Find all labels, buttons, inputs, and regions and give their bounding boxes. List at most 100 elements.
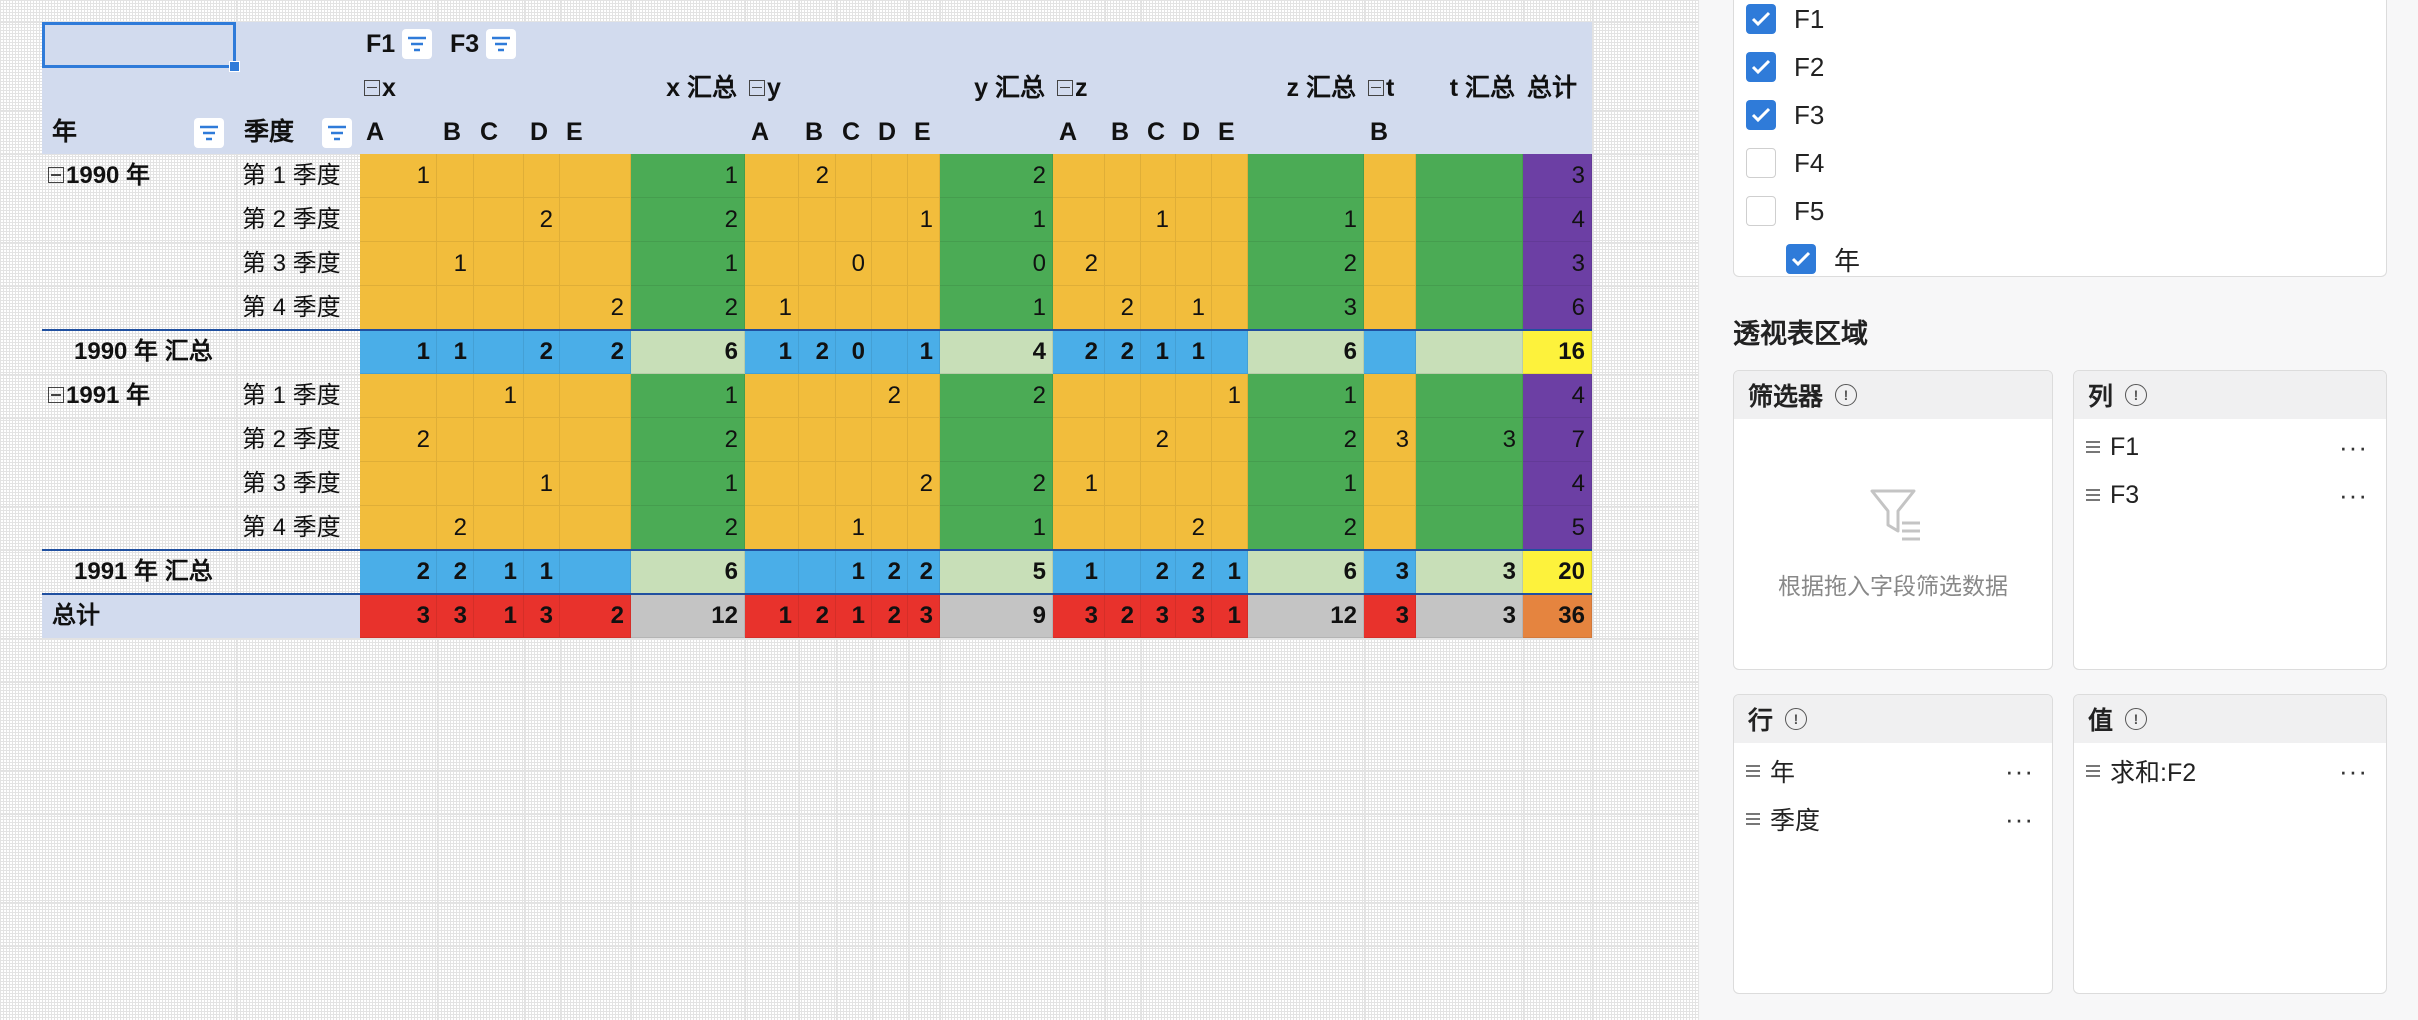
more-options-icon[interactable]: ··· [2339,431,2368,462]
pivot-value-cell[interactable] [1212,242,1248,286]
pivot-value-cell[interactable] [1141,242,1176,286]
pivot-value-cell[interactable] [360,286,437,330]
pivot-value-cell[interactable] [1416,198,1523,242]
pivot-value-cell[interactable]: 1 [940,506,1053,550]
pivot-value-cell[interactable]: 2 [1248,242,1364,286]
pivot-value-cell[interactable]: 1 [524,550,560,594]
pivot-value-cell[interactable]: 2 [908,550,940,594]
checkbox-checked-icon[interactable] [1786,244,1816,274]
pivot-value-cell[interactable] [799,374,836,418]
pivot-value-cell[interactable] [437,374,474,418]
pivot-value-cell[interactable]: 3 [1364,594,1416,638]
info-icon[interactable]: ! [1835,384,1858,406]
pivot-value-cell[interactable]: 3 [360,594,437,638]
pivot-value-cell[interactable]: 1 [1176,286,1212,330]
pivot-value-cell[interactable] [560,242,631,286]
pivot-value-cell[interactable] [437,154,474,198]
pivot-value-cell[interactable]: 2 [631,286,745,330]
pivot-value-cell[interactable] [560,506,631,550]
pivot-value-cell[interactable]: 2 [872,550,908,594]
pivot-value-cell[interactable]: 4 [940,330,1053,374]
filter-icon[interactable] [322,118,352,148]
pivot-value-cell[interactable] [799,462,836,506]
pivot-value-cell[interactable]: 0 [836,242,872,286]
pivot-value-cell[interactable] [437,286,474,330]
pivot-value-cell[interactable] [745,198,799,242]
pivot-value-cell[interactable]: 2 [560,286,631,330]
pivot-value-cell[interactable] [1416,462,1523,506]
pivot-value-cell[interactable] [1212,286,1248,330]
pivot-value-cell[interactable]: 3 [1176,594,1212,638]
pivot-value-cell[interactable] [745,462,799,506]
pivot-value-cell[interactable]: 2 [1176,506,1212,550]
pivot-value-cell[interactable] [799,506,836,550]
pivot-value-cell[interactable]: 2 [940,462,1053,506]
filter-icon[interactable] [486,29,516,59]
collapse-icon[interactable] [48,387,64,404]
more-options-icon[interactable]: ··· [2339,479,2368,510]
pivot-value-cell[interactable]: 6 [1248,550,1364,594]
pivot-value-cell[interactable] [1364,242,1416,286]
pivot-value-cell[interactable]: 2 [1176,550,1212,594]
pivot-value-cell[interactable]: 1 [1176,330,1212,374]
pivot-value-cell[interactable]: 2 [799,154,836,198]
pivot-value-cell[interactable] [1141,506,1176,550]
pivot-value-cell[interactable] [836,286,872,330]
checkbox-checked-icon[interactable] [1746,4,1776,34]
pivot-value-cell[interactable]: 0 [940,242,1053,286]
pivot-value-cell[interactable] [1212,154,1248,198]
pivot-value-cell[interactable] [1053,374,1105,418]
pivot-value-cell[interactable] [524,374,560,418]
pivot-value-cell[interactable] [1105,506,1141,550]
pivot-value-cell[interactable]: 1 [437,242,474,286]
pivot-value-cell[interactable] [745,550,799,594]
filter-area[interactable]: 筛选器 ! 根据拖入字段筛选数据 [1733,370,2053,670]
pivot-value-cell[interactable]: 1 [1212,374,1248,418]
pivot-value-cell[interactable]: 2 [908,462,940,506]
pivot-value-cell[interactable] [872,154,908,198]
pivot-value-cell[interactable]: 6 [1523,286,1592,330]
pivot-value-cell[interactable] [1176,242,1212,286]
pivot-value-cell[interactable] [474,198,524,242]
pivot-value-cell[interactable] [908,286,940,330]
drag-handle-icon[interactable] [1746,762,1760,780]
info-icon[interactable]: ! [2125,384,2148,406]
pivot-value-cell[interactable]: 12 [631,594,745,638]
pivot-value-cell[interactable] [1416,330,1523,374]
collapse-icon[interactable] [1368,79,1384,96]
pivot-value-cell[interactable] [437,462,474,506]
filter-icon[interactable] [194,118,224,148]
pivot-value-cell[interactable]: 3 [1523,154,1592,198]
pivot-value-cell[interactable]: 2 [1053,242,1105,286]
pivot-value-cell[interactable] [745,242,799,286]
pivot-value-cell[interactable]: 5 [940,550,1053,594]
pivot-value-cell[interactable]: 0 [836,330,872,374]
pivot-value-cell[interactable]: 4 [1523,198,1592,242]
pivot-value-cell[interactable] [474,154,524,198]
pivot-value-cell[interactable]: 2 [940,154,1053,198]
pivot-value-cell[interactable]: 2 [872,594,908,638]
field-item-f1[interactable]: F1 [1746,2,1824,36]
columns-area[interactable]: 列 ! F1 ··· F3 ··· [2073,370,2387,670]
pivot-value-cell[interactable] [1212,198,1248,242]
pivot-value-cell[interactable] [1105,154,1141,198]
pivot-value-cell[interactable]: 2 [437,506,474,550]
field-item-年[interactable]: 年 [1786,242,1860,276]
pivot-value-cell[interactable]: 2 [437,550,474,594]
pivot-value-cell[interactable]: 3 [1364,550,1416,594]
pivot-value-cell[interactable] [836,198,872,242]
collapse-icon[interactable] [364,79,380,96]
pivot-value-cell[interactable]: 2 [1141,418,1176,462]
pivot-value-cell[interactable]: 1 [745,330,799,374]
pivot-value-cell[interactable]: 4 [1523,462,1592,506]
pivot-value-cell[interactable]: 3 [1416,594,1523,638]
pivot-value-cell[interactable] [524,154,560,198]
pivot-value-cell[interactable]: 1 [940,198,1053,242]
pivot-value-cell[interactable]: 3 [1416,418,1523,462]
rows-area[interactable]: 行 ! 年 ··· 季度 ··· [1733,694,2053,994]
column-group-label[interactable]: z [1057,66,1088,110]
pivot-value-cell[interactable] [1053,286,1105,330]
collapse-icon[interactable] [749,79,765,96]
pivot-value-cell[interactable] [360,462,437,506]
pivot-value-cell[interactable]: 2 [524,330,560,374]
